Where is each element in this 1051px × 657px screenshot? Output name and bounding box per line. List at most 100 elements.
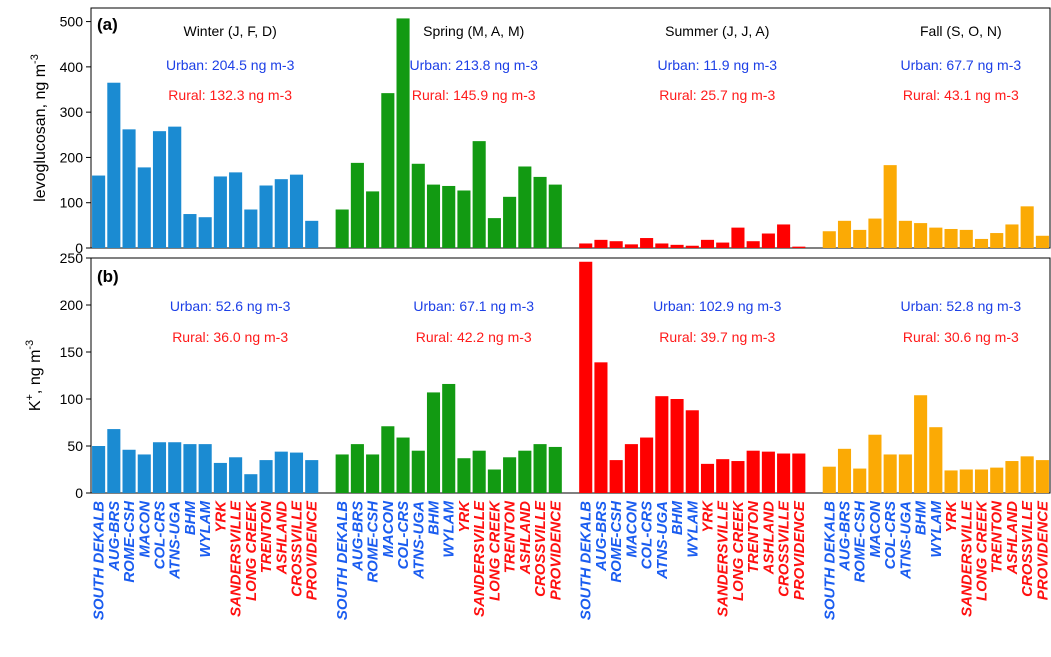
bar xyxy=(898,220,912,248)
x-tick-label: ASHLAND xyxy=(760,501,777,575)
bar xyxy=(183,444,197,493)
bar xyxy=(898,454,912,493)
bar xyxy=(107,429,121,493)
bar xyxy=(183,214,197,248)
x-tick-label: TRENTON xyxy=(745,500,762,573)
x-tick-label: YRK xyxy=(456,500,473,533)
bar xyxy=(244,209,258,248)
bar xyxy=(990,467,1004,493)
annotation: Rural: 42.2 ng m-3 xyxy=(416,329,532,345)
y-tick-label: 0 xyxy=(75,240,83,256)
bar xyxy=(168,126,182,248)
bar xyxy=(229,457,243,493)
x-tick-label: TRENTON xyxy=(989,500,1006,573)
plot-frame xyxy=(90,7,1051,249)
y-tick-label: 300 xyxy=(60,104,84,120)
x-tick-label: ROME-CSH xyxy=(852,500,869,583)
plot-frame xyxy=(90,257,1051,494)
x-tick-label: SOUTH DEKALB xyxy=(821,501,838,620)
x-tick-label: MACON xyxy=(623,500,640,558)
season-name: Fall (S, O, N) xyxy=(920,23,1002,39)
bar xyxy=(1035,235,1049,248)
season-name: Spring (M, A, M) xyxy=(423,23,524,39)
bar xyxy=(533,444,547,493)
bar xyxy=(868,218,882,248)
bar xyxy=(305,220,319,248)
bar xyxy=(457,190,471,248)
x-tick-label: SANDERSVILLE xyxy=(958,500,975,617)
annotation: Urban: 11.9 ng m-3 xyxy=(657,57,777,73)
panel-label: (a) xyxy=(97,15,118,34)
bar xyxy=(366,454,380,493)
x-tick-label: YRK xyxy=(212,500,229,533)
y-axis-label-part: -3 xyxy=(24,340,36,350)
annotation: Urban: 213.8 ng m-3 xyxy=(410,57,539,73)
bar xyxy=(366,191,380,248)
bar xyxy=(609,460,623,493)
y-tick-label: 0 xyxy=(75,485,83,501)
bar xyxy=(1005,224,1019,248)
annotation: Rural: 39.7 ng m-3 xyxy=(659,329,775,345)
annotation: Rural: 25.7 ng m-3 xyxy=(659,87,775,103)
bar xyxy=(198,444,212,493)
bar xyxy=(974,238,989,248)
x-tick-label: LONG CREEK xyxy=(486,500,503,601)
bar xyxy=(411,163,425,248)
bar xyxy=(883,454,897,493)
bar xyxy=(837,220,852,248)
x-tick-label: BHM xyxy=(669,501,686,536)
bar xyxy=(1035,460,1049,493)
bar xyxy=(624,244,638,248)
bar xyxy=(152,131,167,248)
bar xyxy=(1005,461,1019,493)
bar xyxy=(411,450,425,493)
y-tick-label: 100 xyxy=(60,391,84,407)
bar xyxy=(929,427,943,493)
bar xyxy=(655,396,669,493)
x-tick-label: PROVIDENCE xyxy=(1034,500,1051,600)
bar xyxy=(487,218,501,248)
bar xyxy=(883,165,897,248)
bar xyxy=(244,474,258,493)
bar xyxy=(92,175,106,248)
bar xyxy=(914,223,928,248)
x-tick-label: BHM xyxy=(913,501,930,536)
x-tick-label: LONG CREEK xyxy=(730,500,747,601)
bar xyxy=(624,444,638,493)
x-tick-label: AUG-BRS xyxy=(593,501,610,572)
bar xyxy=(533,176,547,248)
annotation: Rural: 43.1 ng m-3 xyxy=(903,87,1019,103)
y-tick-label: 500 xyxy=(60,14,84,30)
bar xyxy=(974,469,989,493)
x-tick-label: SANDERSVILLE xyxy=(228,500,245,617)
bar xyxy=(548,184,562,248)
bar xyxy=(442,185,456,248)
annotation: Rural: 36.0 ng m-3 xyxy=(172,329,288,345)
bar xyxy=(853,229,867,248)
y-tick-label: 150 xyxy=(60,344,84,360)
bar xyxy=(305,460,319,493)
x-tick-label: LONG CREEK xyxy=(974,500,991,601)
bar xyxy=(640,437,654,493)
x-tick-label: ASHLAND xyxy=(1004,501,1021,575)
x-tick-label: PROVIDENCE xyxy=(304,500,321,600)
bar xyxy=(609,241,623,248)
x-tick-label: SANDERSVILLE xyxy=(715,500,732,617)
bar xyxy=(777,453,791,493)
x-tick-label: AUG-BRS xyxy=(106,501,123,572)
y-axis-label: K+, ng m-3 xyxy=(24,340,44,411)
bar xyxy=(990,233,1004,248)
bar xyxy=(350,444,364,493)
bar xyxy=(837,448,852,493)
bar xyxy=(213,176,227,248)
x-tick-label: SANDERSVILLE xyxy=(471,500,488,617)
bar xyxy=(792,453,806,493)
annotation: Urban: 67.7 ng m-3 xyxy=(901,57,1022,73)
bar xyxy=(579,261,593,493)
bar xyxy=(107,82,121,248)
annotation: Rural: 132.3 ng m-3 xyxy=(168,87,292,103)
x-tick-label: ATNS-UGA xyxy=(167,501,184,580)
bar xyxy=(229,172,243,248)
bar xyxy=(518,450,532,493)
x-tick-label: ASHLAND xyxy=(273,501,290,575)
